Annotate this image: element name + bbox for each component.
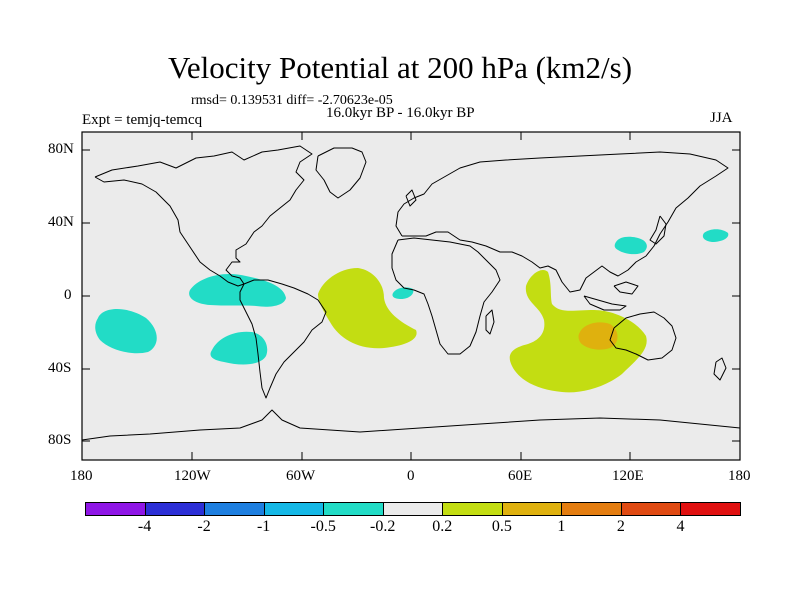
tick-marks — [81, 132, 741, 460]
x-tick-label: 60E — [508, 468, 533, 484]
colorbar-label: 2 — [616, 518, 625, 535]
stats-text: rmsd= 0.139531 diff= -2.70623e-05 — [191, 93, 393, 108]
period-label: 16.0kyr BP - 16.0kyr BP — [326, 105, 475, 121]
figure-title: Velocity Potential at 200 hPa (km2/s) — [167, 50, 633, 85]
coast-greenland — [315, 147, 367, 199]
colorbar-label: -4 — [137, 518, 152, 535]
colorbar-swatch — [204, 502, 265, 516]
colorbar-swatch — [263, 502, 325, 516]
coast-japan — [649, 215, 667, 245]
x-tick-label: 120E — [612, 468, 644, 484]
map-background — [82, 132, 740, 460]
coast-madagascar — [485, 309, 495, 335]
coast-new-zealand — [713, 357, 727, 381]
experiment-label: Expt = temjq-temcq — [82, 112, 203, 128]
anomaly-cyan-east-china-sea — [614, 236, 647, 255]
anomaly-cyan-gulf-of-guinea — [392, 287, 414, 299]
coast-eurasia — [395, 151, 729, 293]
season-label: JJA — [710, 110, 733, 126]
anomaly-orange-indian-ocean — [578, 322, 618, 350]
colorbar-swatch — [620, 502, 682, 516]
colorbar-label: -2 — [197, 518, 211, 535]
x-tick-label: 60W — [286, 468, 316, 484]
coast-antarctica — [81, 409, 741, 441]
colorbar-label: 0.2 — [432, 518, 453, 535]
coast-australia — [609, 311, 677, 361]
y-tick-label: 80S — [48, 432, 72, 448]
x-tick-label: 180 — [728, 468, 751, 484]
colorbar-swatch — [323, 502, 384, 516]
colorbar-swatch — [501, 502, 563, 516]
colorbar — [85, 502, 741, 516]
colorbar-label: -0.5 — [310, 518, 336, 535]
contour-fills — [95, 229, 729, 393]
colorbar-swatch — [561, 502, 622, 516]
colorbar-swatch — [382, 502, 444, 516]
anomaly-cyan-northwest-pacific — [702, 229, 729, 242]
coast-uk — [405, 189, 417, 207]
colorbar-swatch — [144, 502, 206, 516]
y-tick-label: 40N — [48, 214, 74, 230]
coastlines — [81, 145, 741, 441]
x-tick-label: 120W — [174, 468, 211, 484]
anomaly-yellow-atlantic — [318, 268, 417, 349]
anomaly-cyan-southeast-pacific — [210, 331, 268, 365]
y-tick-label: 80N — [48, 141, 74, 157]
colorbar-label: -1 — [256, 518, 271, 535]
coast-north-america — [94, 145, 313, 287]
anomaly-yellow-indian-ocean — [509, 269, 647, 393]
coast-south-america — [239, 279, 327, 399]
colorbar-label: -0.2 — [370, 518, 396, 535]
anomaly-cyan-east-pacific — [189, 273, 286, 307]
x-tick-label: 0 — [407, 468, 415, 484]
colorbar-label: 0.5 — [491, 518, 512, 535]
colorbar-swatch — [680, 502, 741, 516]
coast-indonesia — [583, 281, 639, 311]
colorbar-swatch — [85, 502, 146, 516]
anomaly-cyan-central-pacific — [95, 309, 157, 354]
colorbar-label: 4 — [676, 518, 685, 535]
x-tick-label: 180 — [70, 468, 93, 484]
y-tick-label: 40S — [48, 360, 72, 376]
y-tick-label: 0 — [64, 287, 72, 303]
colorbar-label: 1 — [557, 518, 566, 535]
colorbar-swatch — [442, 502, 503, 516]
coast-africa — [391, 237, 501, 355]
